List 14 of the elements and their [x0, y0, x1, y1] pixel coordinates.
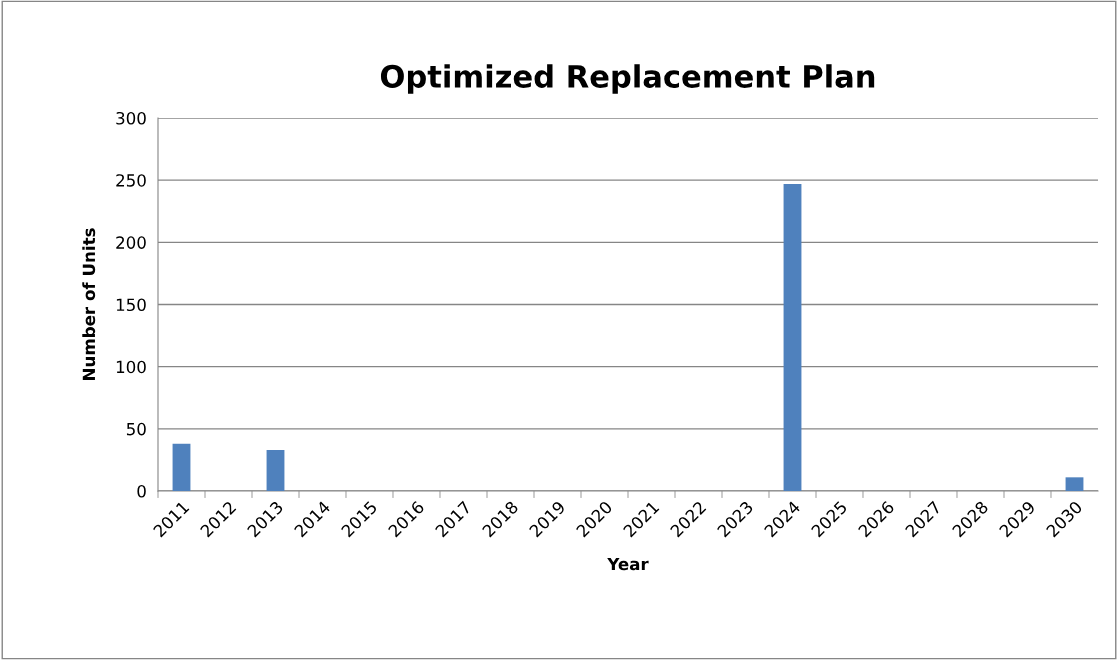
y-tick-label: 50 [126, 422, 146, 436]
bar [1065, 477, 1084, 491]
y-axis-title: Number of Units [82, 228, 96, 380]
y-tick-label: 200 [116, 236, 146, 249]
bar [266, 449, 285, 491]
y-tick-label: 100 [116, 360, 146, 374]
bar [783, 183, 802, 491]
y-tick-label: 150 [116, 298, 146, 312]
chart-title: Optimized Replacement Plan [380, 64, 875, 94]
x-axis-title: Year [607, 557, 649, 571]
y-tick-label: 300 [116, 111, 146, 125]
y-tick-label: 250 [116, 174, 146, 187]
y-tick-label: 0 [137, 484, 146, 498]
bar [172, 443, 191, 491]
